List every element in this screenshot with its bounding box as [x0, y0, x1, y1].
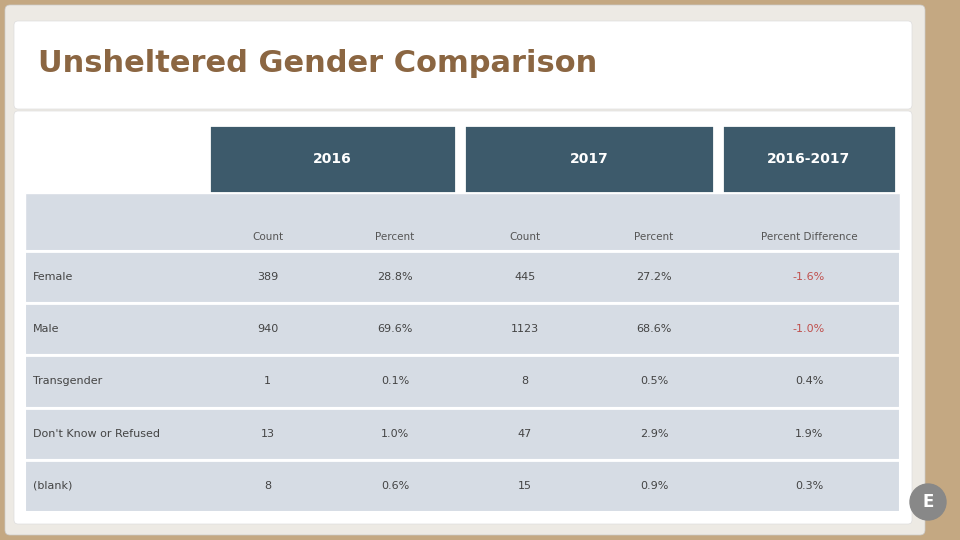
- Text: Count: Count: [252, 232, 283, 242]
- Bar: [25, 303, 900, 355]
- Text: 2017: 2017: [569, 152, 609, 166]
- Text: 68.6%: 68.6%: [636, 325, 672, 334]
- Bar: [722, 125, 896, 193]
- Text: 1.9%: 1.9%: [795, 429, 823, 438]
- Bar: [464, 125, 714, 193]
- Text: 13: 13: [260, 429, 275, 438]
- Text: Unsheltered Gender Comparison: Unsheltered Gender Comparison: [38, 50, 597, 78]
- Text: 0.5%: 0.5%: [640, 376, 668, 387]
- Text: 27.2%: 27.2%: [636, 272, 672, 282]
- Text: Transgender: Transgender: [33, 376, 103, 387]
- Text: 0.9%: 0.9%: [639, 481, 668, 491]
- Text: 1123: 1123: [511, 325, 540, 334]
- Circle shape: [910, 484, 946, 520]
- Text: Percent: Percent: [375, 232, 415, 242]
- Text: 8: 8: [521, 376, 529, 387]
- Text: 2016: 2016: [313, 152, 352, 166]
- Text: 1: 1: [264, 376, 271, 387]
- Text: Male: Male: [33, 325, 60, 334]
- Bar: [25, 193, 900, 251]
- Text: Percent Difference: Percent Difference: [760, 232, 857, 242]
- Bar: [25, 460, 900, 512]
- Text: Female: Female: [33, 272, 73, 282]
- Text: Percent: Percent: [635, 232, 674, 242]
- Text: 389: 389: [257, 272, 278, 282]
- Text: 0.6%: 0.6%: [381, 481, 409, 491]
- Text: 445: 445: [515, 272, 536, 282]
- Text: Don't Know or Refused: Don't Know or Refused: [33, 429, 160, 438]
- Bar: [209, 125, 456, 193]
- Text: 1.0%: 1.0%: [381, 429, 409, 438]
- Text: 28.8%: 28.8%: [377, 272, 413, 282]
- FancyBboxPatch shape: [14, 111, 912, 524]
- Text: 8: 8: [264, 481, 271, 491]
- Text: (blank): (blank): [33, 481, 72, 491]
- Text: 2.9%: 2.9%: [639, 429, 668, 438]
- Text: 0.4%: 0.4%: [795, 376, 823, 387]
- Text: 0.1%: 0.1%: [381, 376, 409, 387]
- Text: E: E: [923, 493, 934, 511]
- Text: 2016-2017: 2016-2017: [767, 152, 851, 166]
- Bar: [25, 251, 900, 303]
- Text: -1.6%: -1.6%: [793, 272, 826, 282]
- Text: 47: 47: [517, 429, 532, 438]
- Bar: [25, 355, 900, 408]
- Text: Count: Count: [510, 232, 540, 242]
- Text: 0.3%: 0.3%: [795, 481, 823, 491]
- Bar: [25, 408, 900, 460]
- Text: 940: 940: [257, 325, 278, 334]
- Text: 69.6%: 69.6%: [377, 325, 413, 334]
- FancyBboxPatch shape: [14, 21, 912, 109]
- Text: 15: 15: [518, 481, 532, 491]
- FancyBboxPatch shape: [5, 5, 925, 535]
- Text: -1.0%: -1.0%: [793, 325, 826, 334]
